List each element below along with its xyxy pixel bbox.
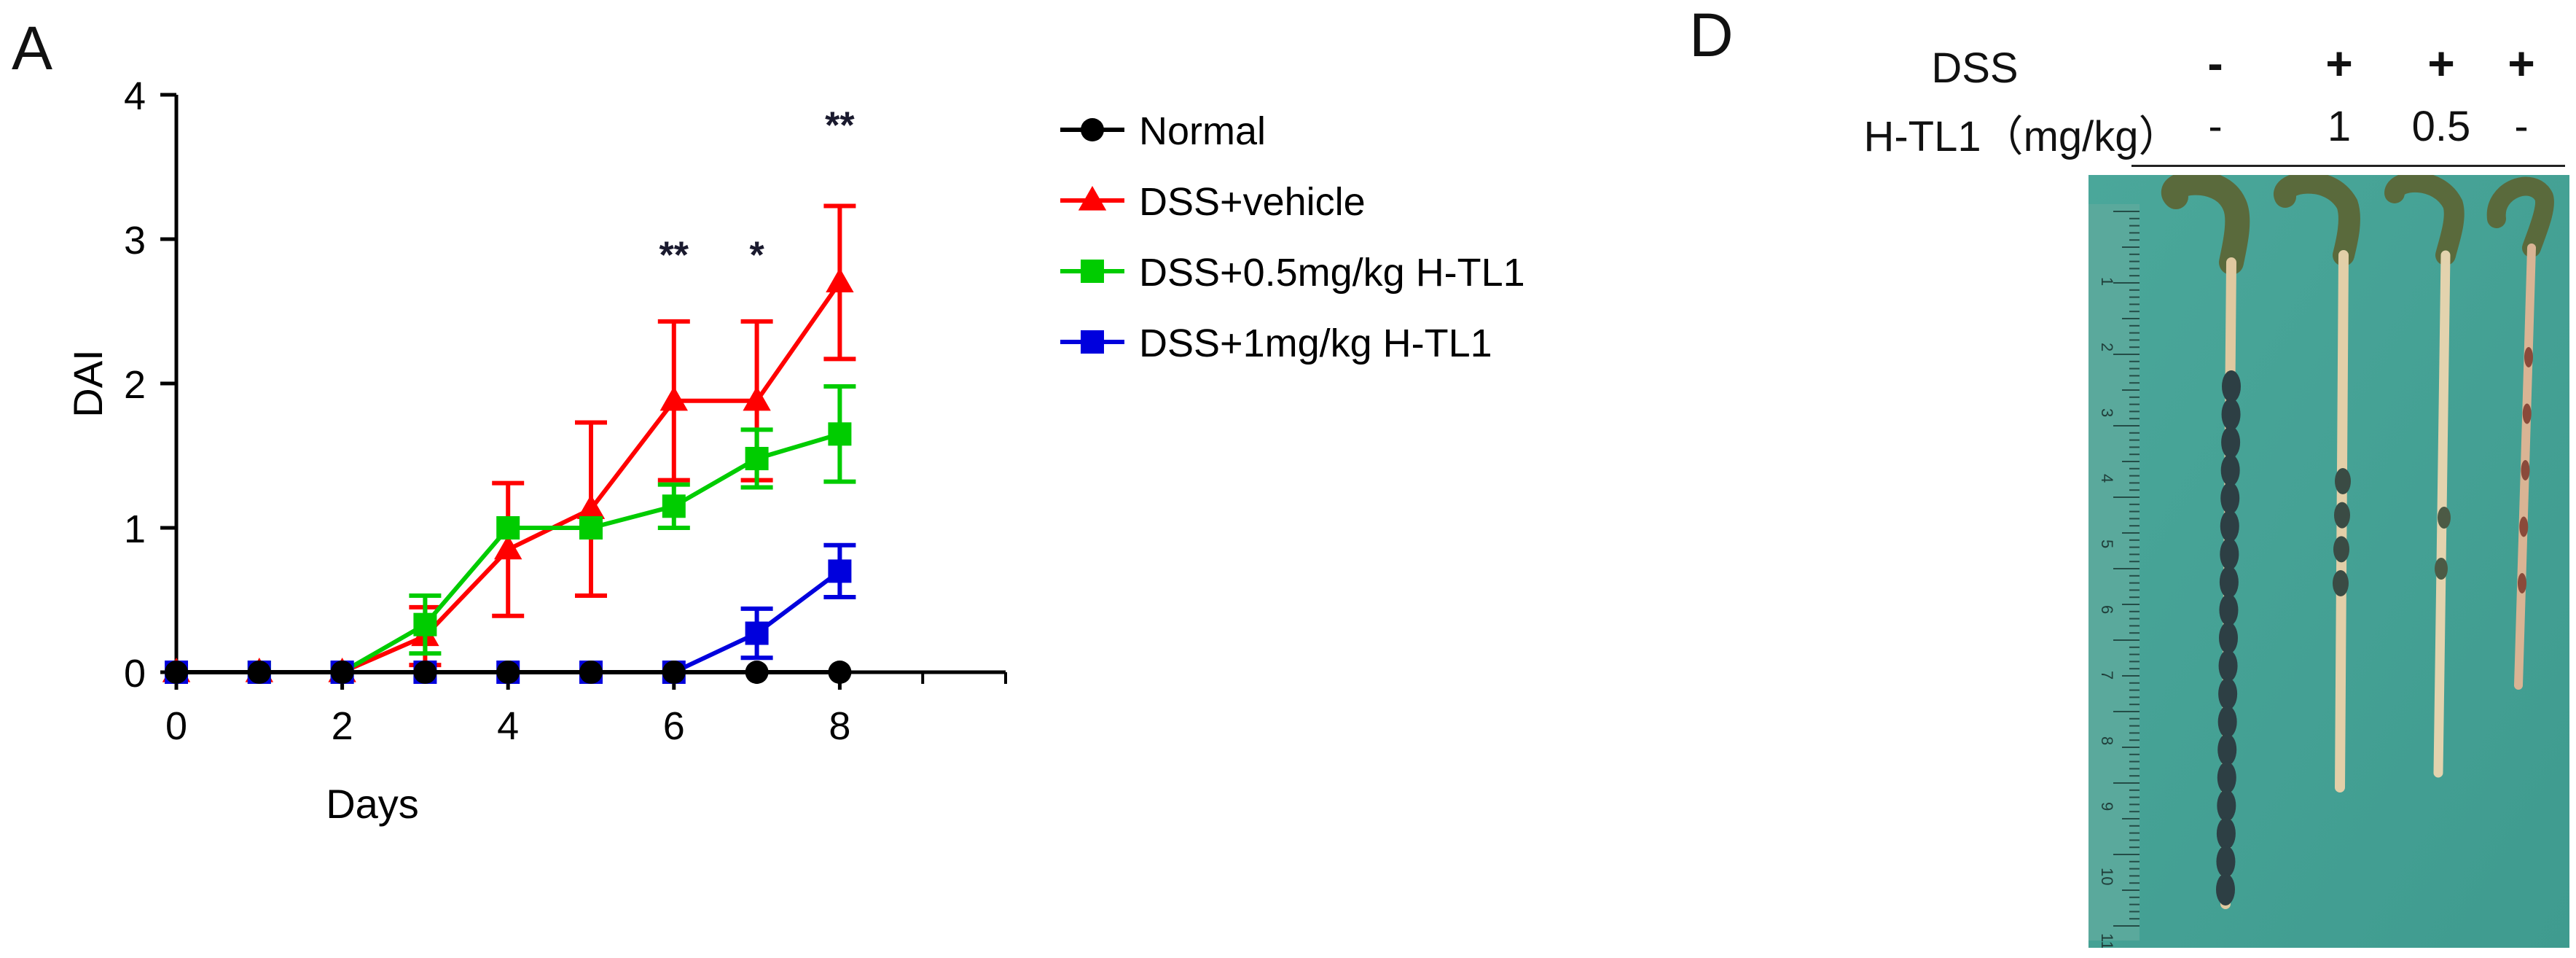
significance-label: ** — [659, 235, 689, 277]
x-tick-label: 8 — [829, 704, 850, 748]
header-rule — [2131, 165, 2565, 167]
x-tick-label: 4 — [497, 704, 519, 748]
y-tick-label: 1 — [124, 507, 146, 551]
legend-entry: DSS+1mg/kg H-TL1 — [1060, 322, 1492, 365]
chart-axes: 0 1 2 3 4 0 2 4 6 8 Days DAI — [65, 74, 1007, 827]
row-label-dose: H-TL1（mg/kg） — [1863, 113, 2181, 160]
significance-label: ** — [825, 104, 855, 147]
svg-text:3: 3 — [2098, 408, 2116, 417]
data-point — [826, 268, 854, 292]
legend-label: DSS+vehicle — [1139, 180, 1366, 224]
legend-entry: Normal — [1060, 109, 1266, 153]
y-tick-label: 3 — [124, 219, 146, 262]
data-point — [496, 661, 520, 684]
data-point — [659, 386, 688, 411]
legend-entry: DSS+vehicle — [1060, 180, 1366, 224]
svg-text:2: 2 — [2098, 343, 2116, 351]
colon-sample-1 — [2161, 175, 2250, 909]
svg-text:10: 10 — [2098, 868, 2116, 885]
dose-col-2: 1 — [2327, 103, 2352, 150]
legend-label: DSS+1mg/kg H-TL1 — [1139, 322, 1492, 365]
data-point — [579, 661, 603, 684]
colon-sample-4 — [2486, 176, 2554, 690]
data-point — [1081, 118, 1104, 141]
data-point — [413, 661, 437, 684]
colon-sample-2 — [2274, 175, 2360, 793]
y-tick-label: 4 — [124, 74, 146, 118]
svg-text:5: 5 — [2098, 540, 2116, 548]
data-point — [745, 661, 769, 684]
ruler: 1 2 3 4 5 6 7 8 9 10 11 — [2088, 204, 2140, 948]
dss-col-2: + — [2325, 37, 2353, 90]
data-point — [828, 661, 852, 684]
data-point — [743, 386, 771, 411]
colon-sample-3 — [2384, 175, 2465, 778]
dose-col-4: - — [2514, 103, 2529, 150]
data-point — [1078, 186, 1107, 211]
svg-text:9: 9 — [2098, 802, 2116, 811]
data-point — [828, 559, 852, 583]
data-point — [330, 661, 354, 684]
data-point — [1081, 260, 1104, 283]
dss-col-4: + — [2508, 37, 2535, 90]
x-tick-label: 0 — [165, 704, 187, 748]
data-point — [745, 446, 769, 470]
chart-annotation-layer: ** *** — [659, 104, 856, 276]
legend-label: DSS+0.5mg/kg H-TL1 — [1139, 251, 1525, 295]
data-point — [165, 661, 188, 684]
y-axis-label: DAI — [65, 349, 111, 417]
data-point — [576, 494, 606, 519]
x-axis-label: Days — [326, 781, 419, 827]
svg-text:6: 6 — [2098, 605, 2116, 614]
svg-text:11: 11 — [2098, 933, 2116, 948]
svg-text:4: 4 — [2098, 474, 2116, 483]
dss-col-3: + — [2427, 37, 2455, 90]
legend-label: Normal — [1139, 109, 1266, 153]
row-label-dss: DSS — [1931, 44, 2019, 92]
y-tick-label: 2 — [124, 363, 146, 407]
data-point — [579, 516, 603, 540]
x-tick-label: 2 — [332, 704, 353, 748]
chart-legend: Normal DSS+vehicle DSS+0.5mg/kg H-TL1 DSS+1… — [1060, 109, 1525, 365]
svg-text:7: 7 — [2098, 671, 2116, 679]
chart-series-layer — [162, 203, 856, 684]
dose-col-3: 0.5 — [2411, 103, 2471, 150]
data-point — [662, 661, 686, 684]
data-point — [413, 612, 437, 636]
panel-d-letter: D — [1689, 1, 1734, 69]
data-point — [496, 516, 520, 540]
data-point — [494, 534, 522, 560]
panel-a-letter: A — [12, 14, 53, 82]
data-point — [828, 422, 852, 446]
data-point — [1081, 330, 1104, 354]
y-tick-label: 0 — [124, 652, 146, 696]
svg-text:8: 8 — [2098, 736, 2116, 745]
dose-col-1: - — [2208, 103, 2223, 150]
dss-col-1: - — [2207, 37, 2223, 90]
colon-photo: 1 2 3 4 5 6 7 8 9 10 11 — [2088, 175, 2569, 948]
svg-text:1: 1 — [2098, 277, 2116, 286]
significance-label: * — [749, 235, 764, 277]
series-normal — [165, 661, 852, 684]
x-tick-label: 6 — [663, 704, 685, 748]
data-point — [662, 494, 686, 518]
data-point — [247, 661, 271, 684]
legend-entry: DSS+0.5mg/kg H-TL1 — [1060, 251, 1525, 295]
data-point — [745, 621, 769, 645]
